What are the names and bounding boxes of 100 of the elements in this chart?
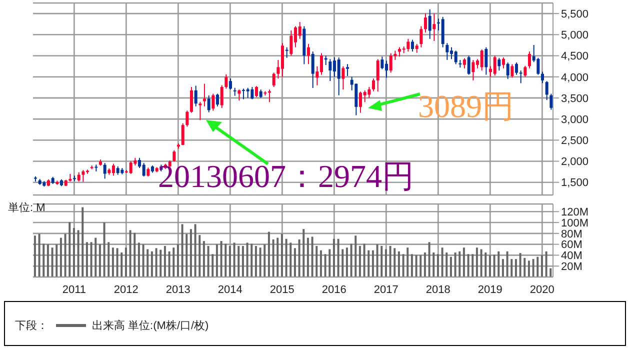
bar bbox=[94, 238, 97, 277]
candlestick bbox=[346, 64, 349, 76]
candlestick bbox=[493, 55, 496, 76]
x-tick-label: 2012 bbox=[114, 284, 138, 296]
candlestick bbox=[103, 162, 106, 180]
bar bbox=[77, 230, 80, 277]
bar bbox=[342, 249, 344, 277]
candlestick bbox=[250, 86, 254, 100]
bar bbox=[358, 246, 361, 277]
candlestick bbox=[220, 84, 224, 109]
bar bbox=[238, 246, 240, 277]
y-tick-label: 4,500 bbox=[561, 50, 589, 63]
bar bbox=[462, 248, 465, 277]
bar bbox=[368, 250, 370, 277]
bar bbox=[250, 244, 253, 277]
bar bbox=[363, 244, 366, 277]
bar bbox=[285, 238, 288, 277]
candlestick bbox=[506, 62, 510, 80]
bar bbox=[346, 248, 348, 277]
candlestick bbox=[536, 57, 540, 76]
bar bbox=[42, 244, 45, 277]
bar bbox=[186, 234, 188, 277]
bar bbox=[51, 248, 54, 277]
bar bbox=[242, 246, 244, 277]
bar bbox=[524, 258, 526, 277]
candlestick bbox=[541, 71, 544, 84]
bar bbox=[415, 255, 418, 277]
bar bbox=[332, 238, 335, 277]
bar bbox=[446, 252, 448, 277]
bar bbox=[103, 222, 106, 277]
candlestick bbox=[389, 52, 392, 74]
candlestick bbox=[446, 42, 449, 60]
candlestick bbox=[246, 87, 250, 98]
bar bbox=[424, 252, 426, 277]
bar bbox=[394, 248, 396, 277]
bar bbox=[60, 238, 62, 277]
candlestick bbox=[272, 72, 276, 88]
candlestick bbox=[424, 13, 427, 34]
bar bbox=[493, 254, 496, 277]
bar bbox=[246, 242, 248, 277]
bar bbox=[56, 244, 58, 277]
bar bbox=[155, 248, 158, 277]
bar bbox=[82, 207, 84, 277]
bar bbox=[290, 242, 292, 277]
candlestick bbox=[212, 93, 215, 112]
bar bbox=[324, 254, 326, 277]
bar bbox=[311, 236, 314, 277]
bar bbox=[298, 239, 300, 277]
bar bbox=[488, 255, 491, 277]
bar bbox=[164, 246, 166, 277]
bar bbox=[72, 228, 75, 277]
candlestick bbox=[194, 85, 198, 107]
bar bbox=[172, 248, 175, 277]
candlestick bbox=[311, 51, 314, 89]
y-tick-label: 60M bbox=[561, 239, 582, 252]
bar bbox=[320, 250, 322, 277]
bar bbox=[398, 251, 400, 277]
y-tick-label: 4,000 bbox=[561, 72, 589, 84]
bar bbox=[294, 248, 296, 277]
bar bbox=[146, 249, 149, 277]
y-tick-label: 40M bbox=[561, 250, 582, 262]
bar bbox=[406, 248, 409, 277]
y-tick-label: 20M bbox=[561, 261, 582, 274]
candlestick bbox=[203, 83, 206, 107]
bar bbox=[216, 244, 218, 277]
bar bbox=[112, 248, 114, 277]
candlestick bbox=[290, 30, 293, 56]
bar bbox=[384, 249, 387, 277]
bar bbox=[337, 238, 340, 277]
x-tick-label: 2017 bbox=[374, 284, 398, 296]
bar bbox=[134, 232, 136, 277]
candlestick bbox=[307, 43, 310, 65]
bar bbox=[46, 244, 49, 277]
candlestick bbox=[428, 8, 432, 40]
bar bbox=[506, 251, 508, 277]
candlestick bbox=[420, 26, 423, 48]
bar bbox=[272, 239, 274, 277]
candlestick bbox=[129, 160, 132, 174]
bar bbox=[402, 254, 404, 277]
bar bbox=[510, 259, 513, 277]
candlestick bbox=[363, 90, 366, 103]
candlestick bbox=[380, 56, 384, 70]
bar bbox=[220, 241, 222, 277]
bar bbox=[302, 229, 305, 277]
candlestick bbox=[328, 58, 332, 82]
bar bbox=[207, 246, 210, 277]
bar bbox=[168, 251, 170, 277]
bar bbox=[68, 222, 71, 277]
bar bbox=[194, 224, 196, 277]
bar bbox=[420, 255, 422, 277]
candlestick bbox=[528, 51, 531, 69]
bar bbox=[450, 256, 452, 277]
bar bbox=[306, 238, 309, 277]
bar bbox=[545, 251, 548, 277]
candlestick bbox=[524, 65, 527, 78]
bar bbox=[519, 253, 522, 277]
x-tick-label: 2018 bbox=[426, 284, 450, 296]
bar bbox=[372, 250, 374, 277]
bar bbox=[38, 234, 40, 277]
candlestick bbox=[298, 21, 302, 40]
